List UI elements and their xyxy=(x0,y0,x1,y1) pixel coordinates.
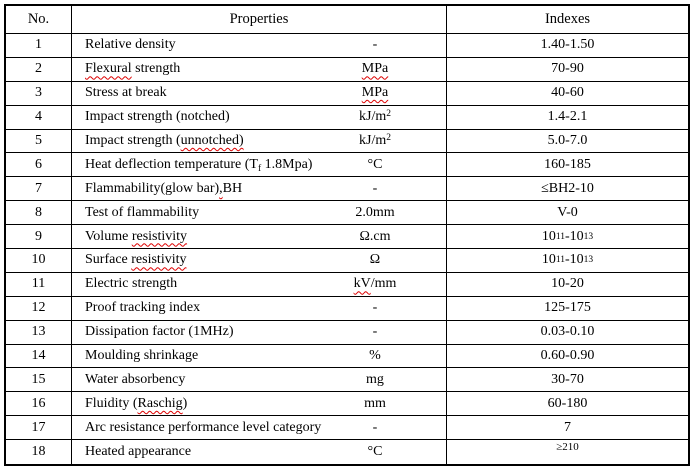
property-cell: Dissipation factor (1MHz) - xyxy=(72,320,447,345)
index-value: 1.4-2.1 xyxy=(447,106,688,130)
row-number: 11 xyxy=(6,272,72,297)
row-number: 4 xyxy=(6,105,72,130)
index-value: 1.40-1.50 xyxy=(447,34,688,58)
property-unit: - xyxy=(372,419,378,435)
index-value: V-0 xyxy=(447,201,688,226)
property-unit: - xyxy=(372,180,378,196)
index-value: 30-70 xyxy=(447,368,688,393)
property-unit: mg xyxy=(366,371,384,387)
property-name: Flammability(glow bar),BH xyxy=(85,180,243,196)
row-number: 7 xyxy=(6,177,72,202)
header-cell-properties: Properties xyxy=(72,6,447,34)
row-number: 13 xyxy=(6,320,72,345)
property-cell: Arc resistance performance level categor… xyxy=(72,416,447,441)
property-unit: MPa xyxy=(361,61,389,77)
row-number: 15 xyxy=(6,368,72,393)
property-cell: Flammability(glow bar),BH - xyxy=(72,177,447,202)
row-number: 5 xyxy=(6,129,72,154)
index-value: 10-20 xyxy=(447,273,688,297)
property-name: Impact strength (unnotched) xyxy=(85,132,244,148)
property-unit: °C xyxy=(367,444,383,460)
index-value: 160-185 xyxy=(447,153,688,178)
property-name: Flexural strength xyxy=(85,61,181,77)
property-unit: mm xyxy=(364,395,386,411)
property-cell: Electric strength kV/mm xyxy=(72,272,447,297)
property-unit: MPa xyxy=(361,85,389,101)
index-value: 40-60 xyxy=(447,82,688,106)
property-name: Fluidity (Raschig) xyxy=(85,395,188,411)
row-number: 16 xyxy=(6,392,72,417)
index-value: 7 xyxy=(447,416,688,441)
property-cell: Heated appearance °C xyxy=(72,440,447,464)
property-unit: °C xyxy=(367,156,383,172)
index-value: ≥210 xyxy=(556,441,579,454)
property-name: Proof tracking index xyxy=(85,300,201,316)
property-cell: Impact strength (notched) kJ/m2 xyxy=(72,105,447,130)
property-cell: Heat deflection temperature (Tf 1.8Mpa) °… xyxy=(72,153,447,178)
property-cell: Volume resistivity Ω.cm xyxy=(72,225,447,249)
row-number: 1 xyxy=(6,34,72,58)
property-cell: Stress at break MPa xyxy=(72,81,447,106)
properties-table: No. Properties Indexes 1 Relative density… xyxy=(4,4,690,466)
row-number: 3 xyxy=(6,81,72,106)
property-name: Stress at break xyxy=(85,85,167,101)
property-name: Dissipation factor (1MHz) xyxy=(85,324,234,340)
property-unit: kJ/m2 xyxy=(359,132,391,148)
row-number: 2 xyxy=(6,57,72,82)
header-cell-indexes: Indexes xyxy=(447,6,688,34)
property-cell: Moulding shrinkage% xyxy=(72,344,447,369)
index-value: 0.60-0.90 xyxy=(447,345,688,369)
row-number: 14 xyxy=(6,344,72,369)
property-cell: Surface resistivity Ω xyxy=(72,249,447,273)
property-unit: Ω xyxy=(369,252,381,268)
property-name: Heated appearance xyxy=(85,444,192,460)
property-unit: Ω.cm xyxy=(359,228,391,244)
row-number: 9 xyxy=(6,225,72,249)
property-unit: - xyxy=(372,300,378,316)
index-value: ≤BH2-10 xyxy=(447,177,688,202)
property-unit: % xyxy=(369,347,381,363)
index-value: 10 11 -10 13 xyxy=(447,249,688,273)
row-number: 12 xyxy=(6,296,72,321)
property-name: Arc resistance performance level categor… xyxy=(85,419,322,435)
property-name: Relative density xyxy=(85,37,176,53)
row-number: 10 xyxy=(6,249,72,273)
row-number: 17 xyxy=(6,416,72,441)
property-cell: Proof tracking index - xyxy=(72,296,447,321)
index-value: 125-175 xyxy=(447,297,688,321)
index-value: 70-90 xyxy=(447,58,688,82)
property-name: Moulding shrinkage xyxy=(85,347,199,363)
property-cell: Flexural strength MPa xyxy=(72,57,447,82)
property-unit: kJ/m2 xyxy=(359,109,391,125)
property-cell: Water absorbency mg xyxy=(72,368,447,393)
property-unit: - xyxy=(372,37,378,53)
index-value: 60-180 xyxy=(447,392,688,417)
property-unit: kV/mm xyxy=(353,276,397,292)
header-cell-no: No. xyxy=(6,6,72,34)
property-name: Electric strength xyxy=(85,276,178,292)
property-cell: Impact strength (unnotched) kJ/m2 xyxy=(72,129,447,154)
property-unit: - xyxy=(372,324,378,340)
index-value: 10 11 -10 13 xyxy=(447,225,688,249)
property-name: Test of flammability xyxy=(85,204,200,220)
property-cell: Test of flammability 2.0mm xyxy=(72,201,447,226)
row-number: 8 xyxy=(6,201,72,226)
property-cell: Fluidity (Raschig) mm xyxy=(72,392,447,417)
property-cell: Relative density - xyxy=(72,34,447,58)
property-name: Impact strength (notched) xyxy=(85,109,230,125)
property-name: Heat deflection temperature (Tf 1.8Mpa) xyxy=(85,156,313,174)
row-number: 18 xyxy=(6,440,72,464)
property-name: Surface resistivity xyxy=(85,252,187,268)
index-value: 0.03-0.10 xyxy=(447,321,688,345)
property-name: Water absorbency xyxy=(85,371,186,387)
property-unit: 2.0mm xyxy=(355,204,395,220)
index-value: 5.0-7.0 xyxy=(447,130,688,154)
row-number: 6 xyxy=(6,153,72,178)
property-name: Volume resistivity xyxy=(85,228,188,244)
